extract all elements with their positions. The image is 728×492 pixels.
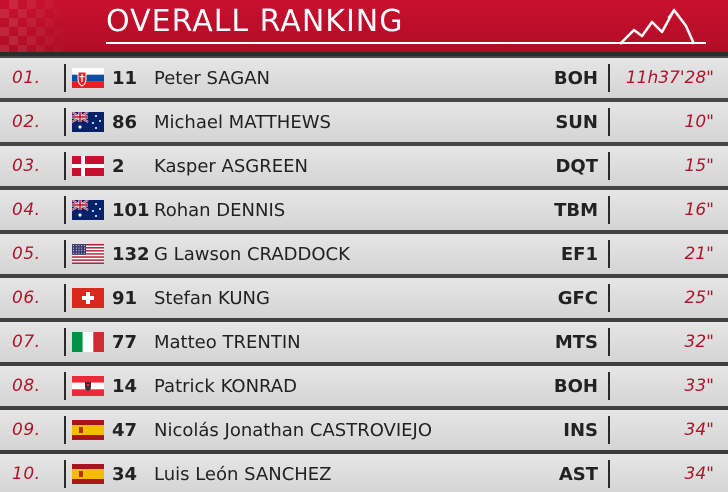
- column-divider: [64, 460, 66, 488]
- checkered-pattern: [0, 0, 70, 52]
- team-code: BOH: [553, 67, 598, 89]
- column-divider: [64, 416, 66, 444]
- time-gap: 25": [684, 288, 714, 308]
- table-row: 07. 77 Matteo TRENTIN MTS 32": [0, 322, 728, 362]
- column-divider: [64, 196, 66, 224]
- flag-den-icon: [72, 156, 104, 176]
- team-code: DQT: [555, 155, 598, 177]
- team-code: AST: [558, 463, 598, 485]
- time-gap: 16": [684, 200, 714, 220]
- column-divider: [64, 108, 66, 136]
- flag-ita-icon: [72, 332, 104, 352]
- rank-position: 04.: [12, 200, 41, 220]
- rank-position: 08.: [12, 376, 41, 396]
- time-gap: 11h37'28": [625, 68, 714, 88]
- table-row: 04. 101 Rohan DENNIS TBM 16": [0, 190, 728, 230]
- rider-number: 86: [112, 111, 138, 133]
- rider-number: 2: [112, 155, 125, 177]
- team-code: MTS: [554, 331, 598, 353]
- flag-usa-icon: [72, 244, 104, 264]
- rider-name: Michael MATTHEWS: [154, 111, 331, 133]
- column-divider: [608, 416, 610, 444]
- team-code: TBM: [554, 199, 598, 221]
- team-code: SUN: [555, 111, 598, 133]
- rider-name: Peter SAGAN: [154, 67, 271, 89]
- flag-svk-icon: [72, 68, 104, 88]
- time-gap: 32": [684, 332, 714, 352]
- rank-position: 01.: [12, 68, 41, 88]
- team-code: BOH: [553, 375, 598, 397]
- page-title: OVERALL RANKING: [106, 4, 404, 39]
- ranking-table: 01. 11 Peter SAGAN BOH 11h37'28" 02. 86 Michael…: [0, 58, 728, 492]
- rider-name: Stefan KUNG: [154, 287, 270, 309]
- column-divider: [608, 64, 610, 92]
- rider-name: Kasper ASGREEN: [154, 155, 308, 177]
- rider-number: 47: [112, 419, 138, 441]
- column-divider: [608, 284, 610, 312]
- column-divider: [64, 284, 66, 312]
- flag-aut-icon: [72, 376, 104, 396]
- table-row: 02. 86 Michael MATTHEWS SUN 10": [0, 102, 728, 142]
- rider-name: G Lawson CRADDOCK: [154, 243, 350, 265]
- rank-position: 05.: [12, 244, 41, 264]
- rider-number: 91: [112, 287, 138, 309]
- column-divider: [64, 152, 66, 180]
- flag-aus-icon: [72, 112, 104, 132]
- column-divider: [64, 240, 66, 268]
- team-code: EF1: [560, 243, 598, 265]
- mountain-icon: [619, 8, 696, 45]
- title-underline: [106, 42, 706, 44]
- table-row: 03. 2 Kasper ASGREEN DQT 15": [0, 146, 728, 186]
- column-divider: [64, 328, 66, 356]
- time-gap: 10": [684, 112, 714, 132]
- rank-position: 06.: [12, 288, 41, 308]
- team-code: INS: [563, 419, 598, 441]
- column-divider: [608, 460, 610, 488]
- rider-number: 34: [112, 463, 138, 485]
- column-divider: [608, 196, 610, 224]
- table-row: 09. 47 Nicolás Jonathan CASTROVIEJO INS 34": [0, 410, 728, 450]
- rank-position: 02.: [12, 112, 41, 132]
- table-row: 01. 11 Peter SAGAN BOH 11h37'28": [0, 58, 728, 98]
- column-divider: [64, 372, 66, 400]
- column-divider: [608, 152, 610, 180]
- rider-number: 11: [112, 67, 138, 89]
- table-row: 05. 132 G Lawson CRADDOCK EF1 21": [0, 234, 728, 274]
- column-divider: [608, 108, 610, 136]
- rank-position: 07.: [12, 332, 41, 352]
- team-code: GFC: [557, 287, 598, 309]
- time-gap: 21": [684, 244, 714, 264]
- rider-name: Matteo TRENTIN: [154, 331, 301, 353]
- rider-number: 14: [112, 375, 138, 397]
- column-divider: [608, 328, 610, 356]
- column-divider: [608, 240, 610, 268]
- rank-position: 10.: [12, 464, 41, 484]
- ranking-header: OVERALL RANKING: [0, 0, 728, 56]
- flag-esp-icon: [72, 420, 104, 440]
- rank-position: 09.: [12, 420, 41, 440]
- flag-aus-icon: [72, 200, 104, 220]
- column-divider: [64, 64, 66, 92]
- table-row: 08. 14 Patrick KONRAD BOH 33": [0, 366, 728, 406]
- flag-sui-icon: [72, 288, 104, 308]
- rider-number: 77: [112, 331, 138, 353]
- rider-name: Patrick KONRAD: [154, 375, 297, 397]
- time-gap: 33": [684, 376, 714, 396]
- time-gap: 34": [684, 420, 714, 440]
- flag-esp-icon: [72, 464, 104, 484]
- rank-position: 03.: [12, 156, 41, 176]
- time-gap: 34": [684, 464, 714, 484]
- column-divider: [608, 372, 610, 400]
- time-gap: 15": [684, 156, 714, 176]
- rider-number: 132: [112, 243, 150, 265]
- rider-name: Luis León SANCHEZ: [154, 463, 332, 485]
- rider-number: 101: [112, 199, 150, 221]
- table-row: 10. 34 Luis León SANCHEZ AST 34": [0, 454, 728, 492]
- table-row: 06. 91 Stefan KUNG GFC 25": [0, 278, 728, 318]
- rider-name: Rohan DENNIS: [154, 199, 286, 221]
- rider-name: Nicolás Jonathan CASTROVIEJO: [154, 419, 433, 441]
